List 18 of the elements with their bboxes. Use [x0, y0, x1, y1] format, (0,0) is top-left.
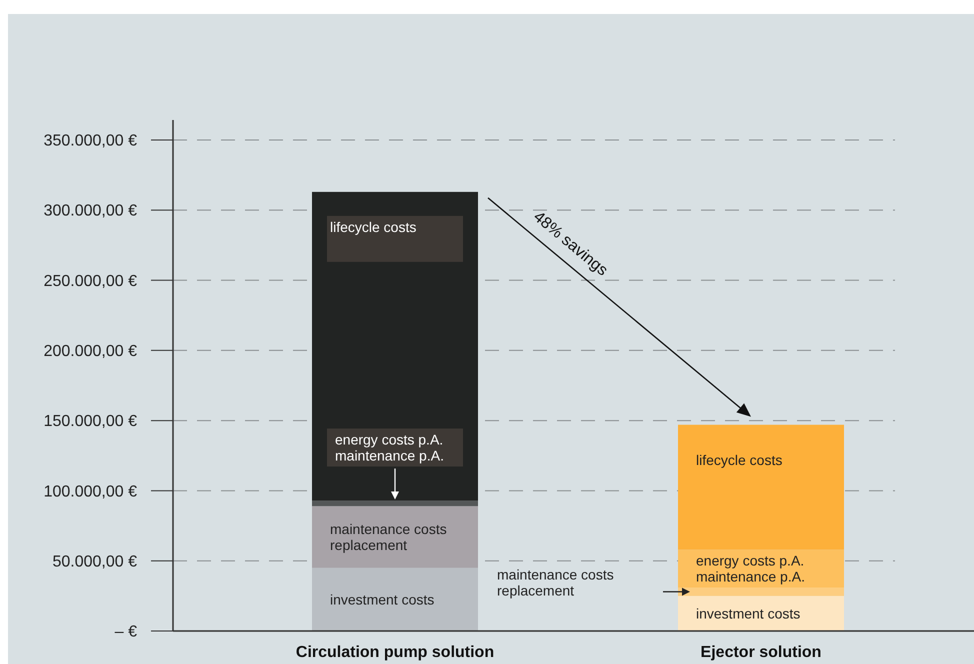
y-tick-label: 350.000,00 €	[44, 132, 138, 150]
y-tick-label: – €	[114, 624, 138, 641]
y-tick-label: 300.000,00 €	[44, 202, 138, 220]
text: energy costs p.A. maintenance p.A.	[335, 432, 444, 464]
text: maintenance costs replacement	[497, 566, 614, 599]
series-label: maintenance costs replacement	[330, 521, 447, 554]
x-tick-label: Circulation pump solution	[296, 644, 494, 661]
y-tick-label: 200.000,00 €	[44, 343, 138, 360]
text: investment costs	[330, 591, 434, 608]
y-tick-label: 150.000,00 €	[44, 413, 138, 430]
x-tick-label: Ejector solution	[700, 644, 822, 661]
y-tick-label: 100.000,00 €	[44, 483, 138, 500]
y-tick-label: 50.000,00 €	[52, 553, 138, 570]
series-label: lifecycle costs	[330, 218, 416, 235]
series-label: investment costs	[696, 605, 800, 622]
series-label: energy costs p.A. maintenance p.A.	[696, 552, 805, 585]
text: lifecycle costs	[696, 452, 782, 468]
y-tick-label: 250.000,00 €	[44, 272, 138, 290]
